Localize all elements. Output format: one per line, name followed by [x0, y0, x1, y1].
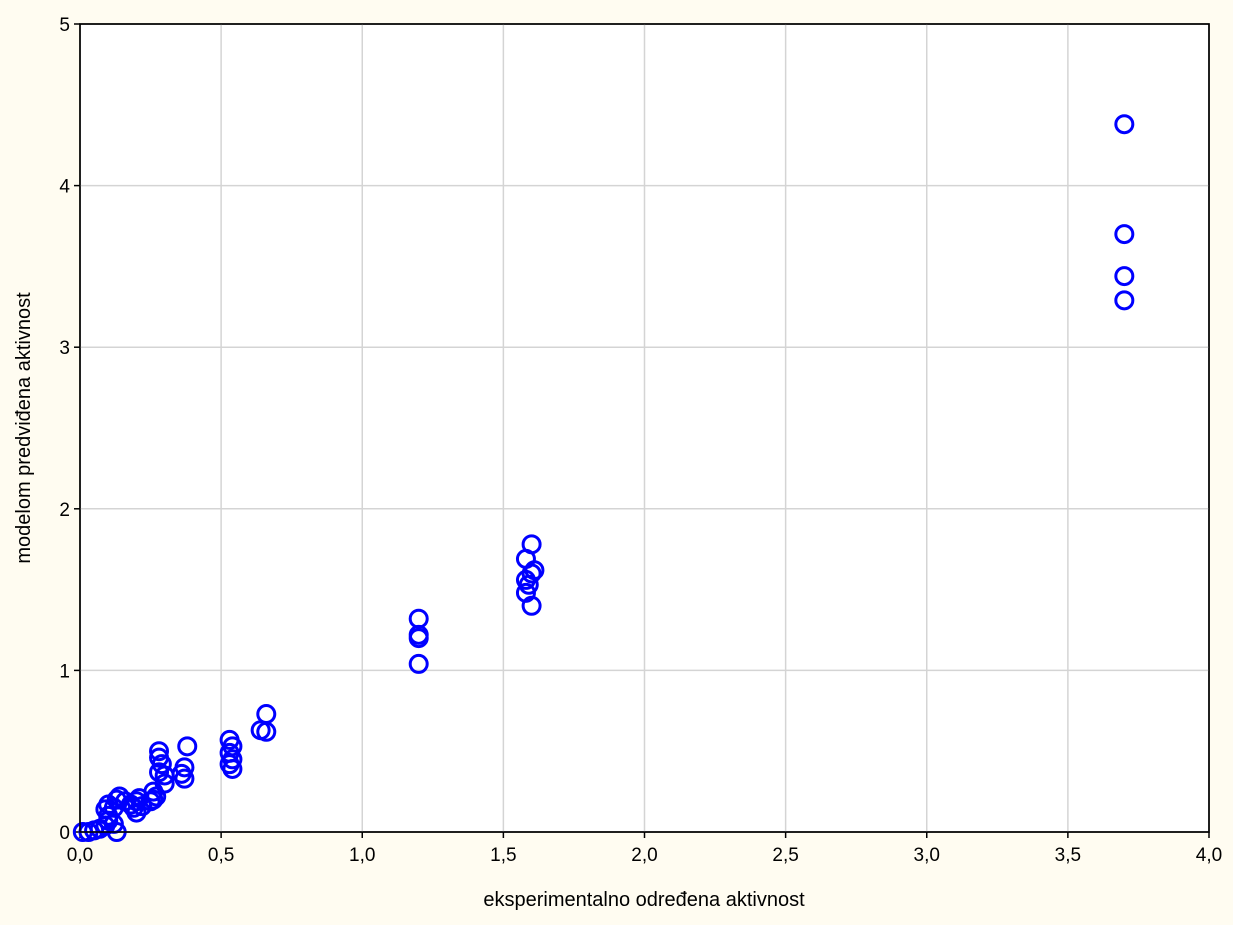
data-point	[174, 768, 195, 789]
data-point	[1114, 114, 1135, 135]
data-point	[521, 595, 542, 616]
y-tick-label: 2	[59, 500, 70, 521]
plot-frame-border	[79, 23, 1210, 833]
data-point	[154, 765, 175, 786]
x-tick-label: 0,0	[67, 845, 93, 866]
data-point	[149, 741, 170, 762]
data-point	[1114, 290, 1135, 311]
data-point	[222, 758, 243, 779]
x-tick-label: 2,0	[631, 845, 657, 866]
data-point	[256, 721, 277, 742]
x-tick-label: 2,5	[772, 845, 798, 866]
x-axis-title: eksperimentalno određena aktivnost	[483, 889, 805, 911]
x-tick-label: 3,5	[1055, 845, 1081, 866]
data-point	[408, 653, 429, 674]
data-point	[177, 736, 198, 757]
y-tick-label: 0	[59, 823, 70, 844]
y-axis-title: modelom predviđena aktivnost	[13, 292, 35, 564]
x-tick-label: 0,5	[208, 845, 234, 866]
y-tick-label: 5	[59, 15, 70, 36]
data-point	[1114, 224, 1135, 245]
y-tick-label: 1	[59, 661, 70, 682]
data-point	[408, 628, 429, 649]
x-axis-tick-labels: 0,0 0,5 1,0 1,5 2,0 2,5 3,0 3,5 4,0	[67, 845, 1222, 866]
grid-lines	[80, 24, 1209, 832]
x-tick-label: 3,0	[914, 845, 940, 866]
y-tick-label: 4	[59, 177, 70, 198]
data-points	[72, 114, 1135, 842]
data-point	[1114, 266, 1135, 287]
y-axis-tick-labels: 0 1 2 3 4 5	[59, 15, 70, 844]
x-tick-label: 1,0	[349, 845, 375, 866]
y-tick-label: 3	[59, 338, 70, 359]
x-tick-label: 1,5	[490, 845, 516, 866]
x-tick-label: 4,0	[1196, 845, 1222, 866]
